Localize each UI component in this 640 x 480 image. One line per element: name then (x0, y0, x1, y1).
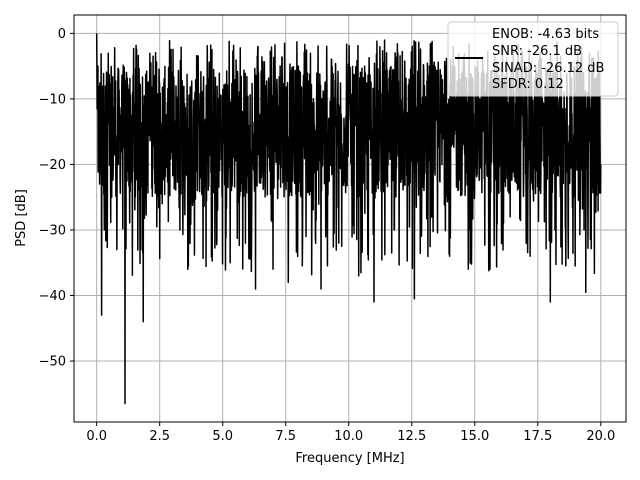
y-axis: 0 −10 −20 −30 −40 −50 (39, 27, 74, 370)
x-tick-label: 15.0 (460, 429, 489, 444)
x-tick-label: 0.0 (86, 429, 107, 444)
legend-box (447, 21, 619, 97)
legend-entry-sfdr: SFDR: 0.12 (492, 77, 564, 92)
x-tick-label: 10.0 (334, 429, 363, 444)
legend-entry-sinad: SINAD: -26.12 dB (492, 61, 604, 76)
y-tick-label: −20 (39, 158, 66, 173)
x-tick-label: 5.0 (212, 429, 233, 444)
x-axis: 0.0 2.5 5.0 7.5 10.0 12.5 15.0 17.5 20.0 (86, 422, 615, 444)
x-tick-label: 2.5 (149, 429, 170, 444)
x-tick-label: 12.5 (397, 429, 426, 444)
x-tick-label: 7.5 (275, 429, 296, 444)
legend-entry-snr: SNR: -26.1 dB (492, 44, 582, 59)
y-tick-label: −10 (39, 92, 66, 107)
x-axis-label: Frequency [MHz] (295, 451, 404, 466)
plot-frame (73, 14, 627, 423)
legend: ENOB: -4.63 bits SNR: -26.1 dB SINAD: -2… (447, 21, 619, 97)
y-tick-label: 0 (58, 27, 66, 42)
y-axis-label: PSD [dB] (14, 189, 29, 247)
y-tick-label: −50 (39, 355, 66, 370)
x-tick-label: 20.0 (586, 429, 615, 444)
x-tick-label: 17.5 (523, 429, 552, 444)
y-tick-label: −30 (39, 223, 66, 238)
legend-entry-enob: ENOB: -4.63 bits (492, 27, 599, 42)
y-tick-label: −40 (39, 289, 66, 304)
